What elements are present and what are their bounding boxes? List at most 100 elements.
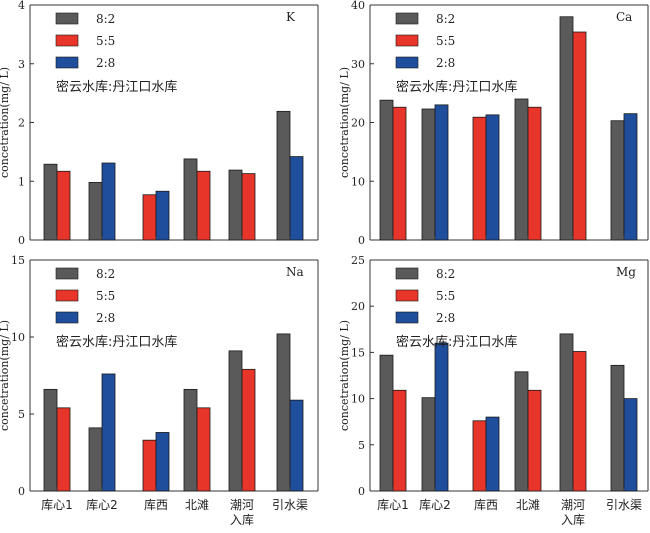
bar-na-5-5-3 [196, 407, 211, 492]
bar-k-5-5-0 [56, 170, 71, 241]
x-tick-label: 入库 [230, 512, 254, 527]
x-tick-label: 库心1 [41, 497, 73, 512]
bar-na-8-2-4 [228, 350, 243, 492]
y-tick-label: 40 [351, 0, 365, 12]
bar-k-8-2-0 [43, 163, 58, 241]
y-tick-label: 0 [358, 485, 365, 498]
bar-ca-2-8-2 [485, 114, 500, 241]
bar-ca-5-5-4 [572, 31, 587, 241]
x-tick-label: 北滩 [185, 498, 209, 512]
bar-na-8-2-1 [88, 427, 103, 492]
y-tick-label: 2 [18, 117, 25, 130]
bar-na-8-2-0 [43, 388, 58, 492]
bar-na-5-5-4 [241, 368, 256, 492]
x-tick-label: 北滩 [516, 498, 540, 512]
ratio-annotation: 密云水库:丹江口水库 [396, 79, 517, 95]
bar-ca-8-2-5 [610, 120, 625, 241]
bar-mg-5-5-3 [527, 389, 542, 492]
bar-ca-2-8-1 [434, 104, 449, 241]
y-tick-label: 10 [11, 331, 25, 344]
y-axis-label: concetration(mg/ L) [0, 67, 11, 178]
bar-ca-5-5-0 [392, 106, 407, 241]
legend-swatch [55, 34, 79, 47]
ratio-annotation: 密云水库:丹江口水库 [396, 334, 517, 350]
bar-ca-8-2-3 [514, 98, 529, 241]
bar-mg-8-2-1 [421, 397, 436, 492]
y-tick-label: 30 [351, 58, 365, 71]
x-tick-label: 库心1 [377, 497, 409, 512]
y-axis-label: concetration(mg/ L) [338, 67, 351, 178]
y-axis-label: concetration(mg/ L) [0, 320, 11, 431]
y-tick-label: 3 [18, 58, 25, 71]
chart-panel-k: 0 1 2 3 4 concetration(mg/ L) 8:2 5:5 2:8 密云水库:丹江… [0, 0, 319, 247]
ratio-annotation: 密云水库:丹江口水库 [56, 334, 177, 350]
bar-k-8-2-3 [183, 158, 198, 241]
bar-mg-5-5-0 [392, 389, 407, 492]
x-tick-label: 潮河 [561, 497, 585, 512]
bar-na-5-5-0 [56, 407, 71, 492]
ratio-annotation: 密云水库:丹江口水库 [56, 79, 177, 95]
legend-swatch [395, 34, 419, 47]
legend-swatch [55, 56, 79, 69]
y-tick-label: 0 [18, 485, 25, 498]
element-label: Na [286, 265, 304, 279]
legend-label: 8:2 [96, 267, 115, 281]
bar-na-8-2-5 [276, 333, 291, 492]
legend-swatch [395, 311, 419, 324]
y-tick-label: 25 [351, 254, 365, 267]
bar-na-2-8-1 [101, 373, 116, 492]
y-tick-label: 5 [358, 439, 365, 452]
bar-ca-5-5-3 [527, 106, 542, 241]
bar-ca-2-8-5 [623, 113, 638, 241]
bar-na-2-8-2 [155, 432, 170, 492]
x-tick-label: 库西 [144, 497, 168, 512]
y-tick-label: 15 [351, 346, 365, 359]
bar-mg-8-2-4 [559, 333, 574, 492]
legend-label: 8:2 [436, 267, 455, 281]
y-tick-label: 0 [18, 234, 25, 247]
chart-panel-ca: 0 10 20 30 40 concetration(mg/ L) 8:2 5:5 2:8 密云水… [338, 0, 649, 247]
y-tick-label: 20 [351, 300, 365, 313]
bar-k-8-2-4 [228, 169, 243, 241]
bar-mg-8-2-0 [379, 354, 394, 492]
chart-panel-mg: 0 5 10 15 20 25 concetration(mg/ L) 库心1 库心2 库西 北滩 潮… [338, 254, 649, 527]
legend-swatch [395, 267, 419, 280]
legend-swatch [55, 289, 79, 302]
y-tick-label: 1 [18, 175, 25, 188]
x-tick-label: 引水渠 [606, 498, 642, 512]
legend-label: 5:5 [436, 34, 455, 48]
legend-label: 5:5 [96, 34, 115, 48]
x-tick-label: 潮河 [230, 497, 254, 512]
legend-swatch [55, 311, 79, 324]
bar-k-5-5-4 [241, 173, 256, 241]
legend-label: 5:5 [436, 289, 455, 303]
bar-mg-8-2-5 [610, 364, 625, 492]
bar-ca-5-5-2 [472, 116, 487, 241]
y-tick-label: 20 [351, 117, 365, 130]
element-label: Ca [616, 10, 632, 24]
bar-k-8-2-5 [276, 110, 291, 241]
y-tick-label: 10 [351, 393, 365, 406]
bar-ca-8-2-4 [559, 16, 574, 241]
bar-na-2-8-5 [289, 399, 304, 492]
element-label: K [286, 10, 296, 24]
legend-label: 2:8 [436, 311, 455, 325]
bar-mg-5-5-2 [472, 420, 487, 492]
legend-label: 2:8 [436, 56, 455, 70]
bar-na-5-5-2 [142, 439, 157, 492]
legend-swatch [55, 12, 79, 25]
legend-label: 8:2 [96, 12, 115, 26]
bar-mg-2-8-2 [485, 416, 500, 492]
legend-swatch [395, 289, 419, 302]
legend-label: 8:2 [436, 12, 455, 26]
legend-swatch [395, 12, 419, 25]
legend-label: 5:5 [96, 289, 115, 303]
legend-swatch [55, 267, 79, 280]
bar-mg-2-8-1 [434, 342, 449, 492]
legend-swatch [395, 56, 419, 69]
bar-k-5-5-2 [142, 194, 157, 241]
bar-k-5-5-3 [196, 170, 211, 241]
bar-mg-8-2-3 [514, 371, 529, 492]
bar-na-8-2-3 [183, 388, 198, 492]
